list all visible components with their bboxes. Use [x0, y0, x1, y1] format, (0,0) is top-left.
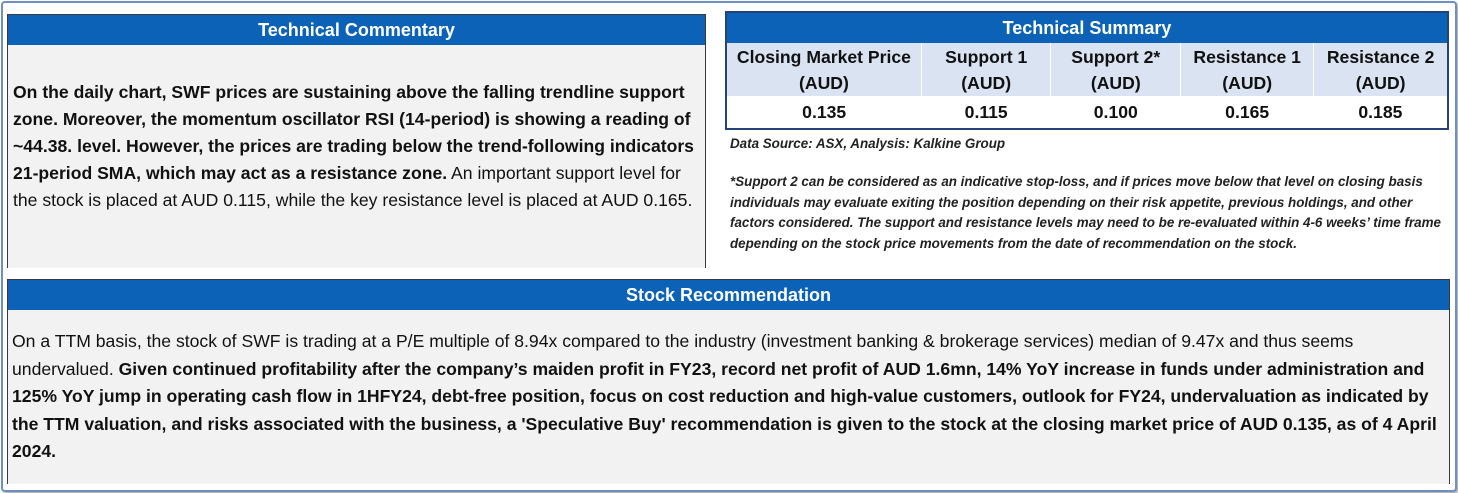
col-header-resistance-2: Resistance 2 (AUD) [1313, 43, 1447, 96]
technical-summary-header: Technical Summary [727, 13, 1447, 43]
col-header-support-1: Support 1 (AUD) [921, 43, 1052, 96]
col-header-line1: Support 1 [945, 47, 1028, 67]
technical-commentary-header: Technical Commentary [8, 15, 705, 45]
support-1-value: 0.115 [921, 96, 1051, 128]
col-header-line2: (AUD) [799, 73, 849, 93]
commentary-bold-text: On the daily chart, SWF prices are susta… [13, 82, 694, 183]
col-header-line1: Support 2* [1071, 47, 1161, 67]
table-header-row: Closing Market Price (AUD) Support 1 (AUD)… [727, 43, 1447, 96]
col-header-line2: (AUD) [961, 73, 1012, 93]
technical-summary-table-box: Technical Summary Closing Market Price (A… [725, 11, 1449, 130]
resistance-1-value: 0.165 [1180, 96, 1314, 128]
col-header-line1: Closing Market Price [736, 47, 911, 67]
technical-commentary-panel: Technical Commentary On the daily chart,… [7, 14, 706, 268]
col-header-line2: (AUD) [1355, 73, 1406, 93]
technical-summary-table: Closing Market Price (AUD) Support 1 (AUD)… [727, 43, 1447, 128]
col-header-line2: (AUD) [1090, 73, 1141, 93]
data-source-note: Data Source: ASX, Analysis: Kalkine Grou… [730, 136, 1006, 151]
resistance-2-value: 0.185 [1313, 96, 1447, 128]
recommendation-bold-text: Given continued profitability after the … [12, 358, 1437, 462]
col-header-line1: Resistance 2 [1326, 47, 1435, 67]
stock-recommendation-header: Stock Recommendation [8, 280, 1449, 310]
col-header-resistance-1: Resistance 1 (AUD) [1180, 43, 1315, 96]
col-header-line2: (AUD) [1222, 73, 1273, 93]
support-2-value: 0.100 [1050, 96, 1181, 128]
closing-price-value: 0.135 [727, 96, 922, 128]
technical-commentary-text: On the daily chart, SWF prices are susta… [8, 45, 705, 214]
col-header-line1: Resistance 1 [1193, 47, 1301, 67]
col-header-closing-price: Closing Market Price (AUD) [727, 43, 922, 96]
stock-recommendation-panel: Stock Recommendation On a TTM basis, the… [7, 279, 1450, 484]
recommendation-regular-text: On a TTM basis, the stock of SWF is trad… [12, 331, 1354, 379]
table-row: 0.135 0.115 0.100 0.165 0.185 [727, 96, 1447, 128]
support-2-footnote: *Support 2 can be considered as an indic… [730, 174, 1441, 251]
commentary-regular-text: An important support level for the stock… [13, 163, 693, 210]
stock-recommendation-text: On a TTM basis, the stock of SWF is trad… [8, 310, 1449, 466]
technical-summary-panel: Technical Summary Closing Market Price (A… [725, 11, 1449, 267]
col-header-support-2: Support 2* (AUD) [1050, 43, 1182, 96]
